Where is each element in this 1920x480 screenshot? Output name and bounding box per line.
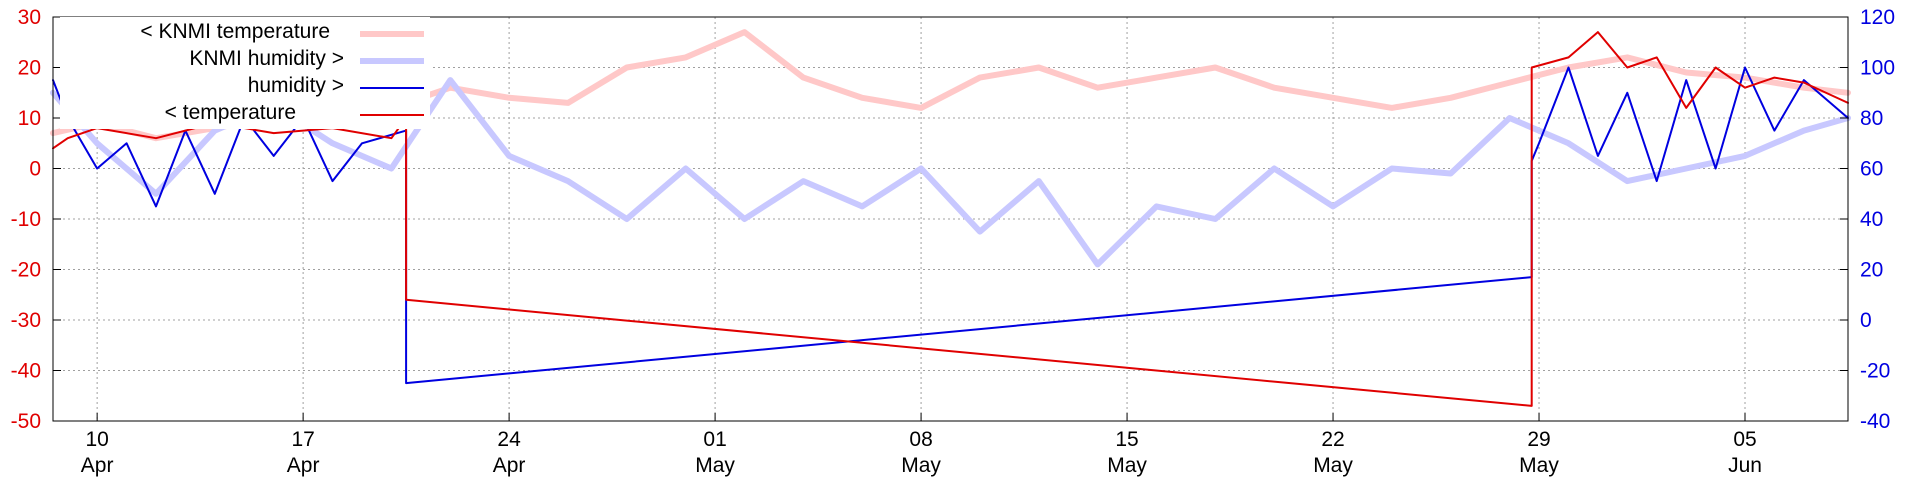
y-right-tick-label: 60 <box>1860 158 1883 181</box>
x-tick-label-day: 29 <box>1527 428 1550 451</box>
y-left-tick-label: -50 <box>11 410 41 433</box>
x-tick-label-month: May <box>901 454 941 477</box>
x-tick-label-month: May <box>1107 454 1147 477</box>
x-tick-label-day: 15 <box>1115 428 1138 451</box>
x-tick-label-month: May <box>1313 454 1353 477</box>
x-tick-label-day: 10 <box>85 428 108 451</box>
y-left-tick-label: -20 <box>11 259 41 282</box>
y-right-tick-label: -20 <box>1860 360 1890 383</box>
y-right-tick-label: 80 <box>1860 107 1883 130</box>
y-left-tick-label: -10 <box>11 208 41 231</box>
y-left-tick-label: 10 <box>18 107 41 130</box>
x-tick-label-month: Apr <box>81 454 114 477</box>
y-right-tick-label: 120 <box>1860 6 1895 29</box>
y-left-tick-label: -40 <box>11 360 41 383</box>
x-tick-label-day: 22 <box>1321 428 1344 451</box>
x-tick-label-month: May <box>695 454 735 477</box>
series-line-knmi-humidity <box>50 77 1851 268</box>
y-left-tick-label: -30 <box>11 309 41 332</box>
y-right-tick-label: 20 <box>1860 259 1883 282</box>
y-right-tick-label: -40 <box>1860 410 1890 433</box>
x-tick-label-day: 05 <box>1733 428 1756 451</box>
y-right-tick-label: 100 <box>1860 57 1895 80</box>
x-tick-label-month: Jun <box>1728 454 1762 477</box>
x-tick-label-month: May <box>1519 454 1559 477</box>
legend-label-knmi-temperature: < KNMI temperature <box>140 20 330 43</box>
legend-label-knmi-humidity: KNMI humidity > <box>189 47 344 70</box>
y-left-tick-label: 20 <box>18 57 41 80</box>
legend-label-humidity: humidity > <box>248 74 344 97</box>
x-tick-label-day: 17 <box>291 428 314 451</box>
y-right-tick-label: 40 <box>1860 208 1883 231</box>
y-left-tick-label: 30 <box>18 6 41 29</box>
x-tick-label-day: 08 <box>909 428 932 451</box>
y-left-tick-label: 0 <box>29 158 41 181</box>
x-tick-label-month: Apr <box>287 454 320 477</box>
y-right-tick-label: 0 <box>1860 309 1872 332</box>
legend: < KNMI temperature KNMI humidity > humid… <box>60 17 430 129</box>
legend-label-temperature: < temperature <box>165 101 296 124</box>
series-line-humidity <box>52 66 1849 385</box>
series-line-temperature <box>52 31 1849 407</box>
axis-ticks: 3020100-10-20-30-40-50120100806040200-20… <box>11 6 1895 477</box>
x-tick-label-day: 01 <box>703 428 726 451</box>
x-tick-label-day: 24 <box>497 428 521 451</box>
x-tick-label-month: Apr <box>493 454 526 477</box>
